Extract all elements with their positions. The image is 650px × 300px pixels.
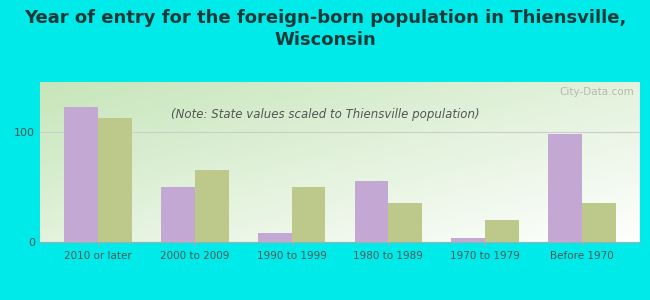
Bar: [98, 118, 132, 242]
Bar: [354, 181, 389, 242]
Text: Year of entry for the foreign-born population in Thiensville,
Wisconsin: Year of entry for the foreign-born popul…: [24, 9, 626, 49]
Legend: Thiensville, Wisconsin: Thiensville, Wisconsin: [239, 296, 441, 300]
Bar: [292, 187, 326, 242]
Bar: [582, 203, 616, 242]
Text: (Note: State values scaled to Thiensville population): (Note: State values scaled to Thiensvill…: [171, 108, 479, 121]
Bar: [195, 170, 229, 242]
Bar: [64, 107, 98, 242]
Bar: [485, 220, 519, 242]
Bar: [451, 238, 485, 242]
Bar: [161, 187, 195, 242]
Text: City-Data.com: City-Data.com: [559, 87, 634, 97]
Bar: [548, 134, 582, 242]
Bar: [389, 203, 422, 242]
Bar: [258, 233, 292, 242]
